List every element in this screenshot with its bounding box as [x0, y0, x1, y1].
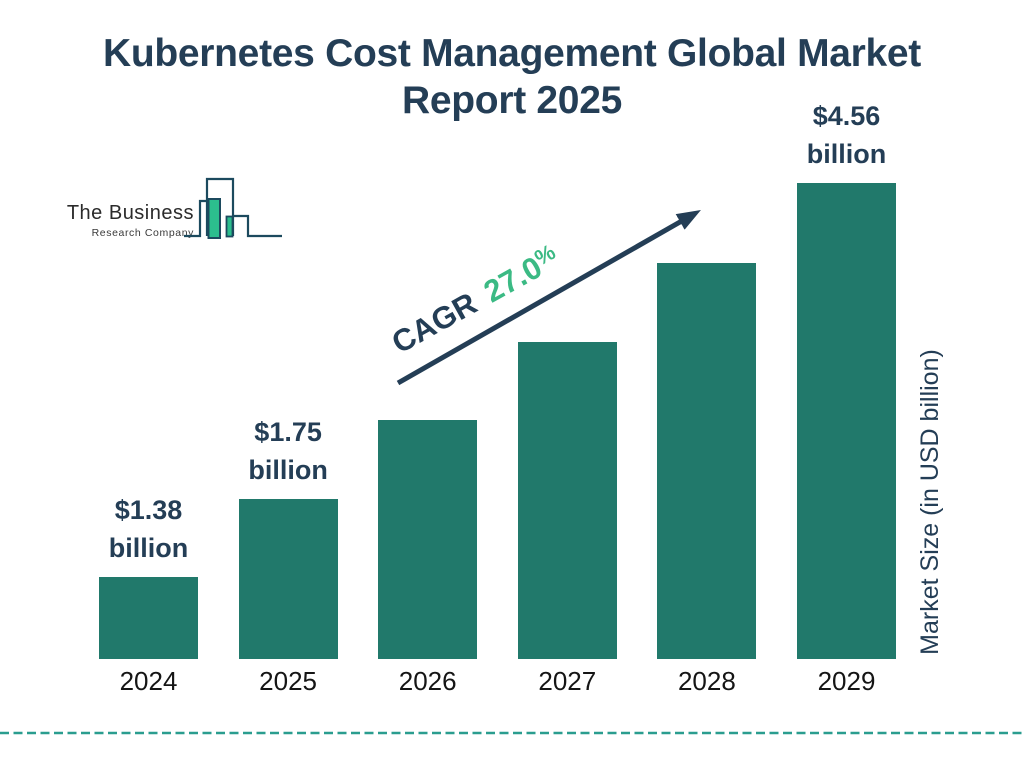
value-unit: billion	[108, 533, 189, 563]
year-label-2026: 2026	[398, 666, 457, 696]
value-unit: billion	[806, 139, 887, 169]
value-unit: billion	[248, 455, 328, 485]
page-title-line-2: Report 2025	[402, 79, 622, 122]
bar-2026	[378, 420, 478, 659]
value-label-2025: $1.75 billion	[199, 413, 378, 489]
value-amount: $4.56	[812, 101, 881, 131]
value-amount: $1.75	[254, 417, 322, 447]
y-axis-label: Market Size (in USD billion)	[916, 349, 944, 655]
value-amount: $1.38	[114, 495, 183, 525]
value-label-2024: $1.38 billion	[59, 491, 238, 567]
year-label-2028: 2028	[677, 666, 736, 696]
page-title-line-1: Kubernetes Cost Management Global Market	[102, 32, 921, 75]
bar-2029	[797, 183, 896, 659]
year-label-2024: 2024	[119, 666, 178, 696]
page-title: Kubernetes Cost Management Global Market…	[0, 30, 1024, 124]
logo-subname: Research Company	[91, 227, 194, 239]
bar-2025	[238, 499, 338, 659]
logo-name: The Business	[66, 202, 194, 224]
year-label-2027: 2027	[538, 666, 597, 696]
value-label-2029: $4.56 billion	[757, 97, 936, 173]
bar-2024	[99, 577, 198, 659]
year-label-2025: 2025	[259, 666, 318, 696]
bar-2028	[657, 263, 757, 659]
company-logo-text: The Business Research Company	[60, 202, 194, 239]
bar-2027	[517, 342, 617, 659]
year-label-2029: 2029	[817, 666, 876, 696]
cagr-label: CAGR	[385, 285, 483, 361]
bar-skyline-logo-icon	[184, 177, 282, 239]
